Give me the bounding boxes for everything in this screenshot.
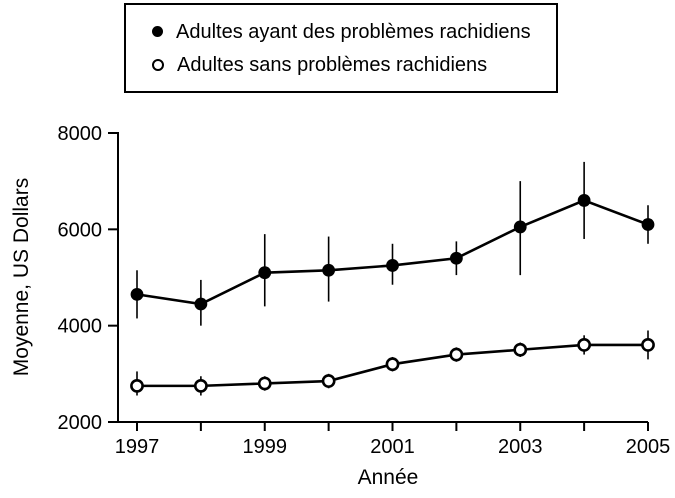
filled-circle-data-point [386,259,399,272]
filled-circle-data-point [577,194,591,207]
open-circle-icon [152,58,164,71]
y-tick-label: 8000 [58,123,103,145]
filled-circle-data-point [130,287,144,301]
x-tick-label: 2003 [498,436,543,458]
filled-circle-data-point [258,266,272,280]
filled-circle-data-point [641,218,655,231]
x-tick-label: 1997 [115,436,160,458]
x-tick-label: 1999 [243,436,288,458]
y-tick-label: 4000 [58,316,103,338]
legend-label: Adultes sans problèmes rachidiens [177,53,488,76]
x-tick-label: 2005 [626,436,671,458]
y-tick-label: 2000 [58,412,103,434]
x-axis-title: Année [357,466,419,489]
filled-circle-data-point [322,263,336,277]
open-circle-data-point [513,342,528,357]
legend-item-with-back-problems: Adultes ayant des problèmes rachidiens [152,21,556,43]
open-circle-data-point [257,376,272,391]
y-tick-label: 6000 [58,219,103,241]
legend-label: Adultes ayant des problèmes rachidiens [176,20,531,43]
filled-circle-data-point [194,297,208,311]
legend: Adultes ayant des problèmes rachidiens A… [124,3,558,93]
open-circle-data-point [449,347,464,362]
open-circle-data-point [321,374,336,388]
filled-circle-icon [152,26,163,37]
open-circle-data-point [193,378,208,393]
filled-circle-data-point [513,220,527,234]
open-circle-data-point [577,338,592,352]
legend-item-without-back-problems: Adultes sans problèmes rachidiens [152,54,556,76]
open-circle-data-point [641,338,655,352]
open-circle-data-point [130,378,144,393]
x-tick-label: 2001 [370,436,415,458]
open-circle-data-point [385,357,400,372]
filled-circle-data-point [449,251,463,265]
